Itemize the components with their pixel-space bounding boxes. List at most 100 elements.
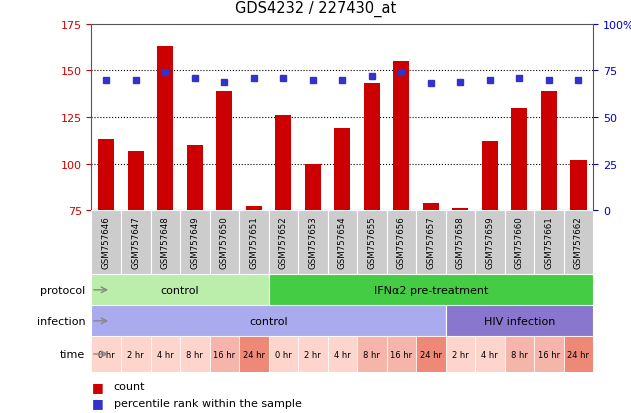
Text: GSM757652: GSM757652 <box>279 216 288 268</box>
Bar <box>445 306 593 337</box>
Bar <box>327 211 357 275</box>
Text: 2 hr: 2 hr <box>127 350 144 358</box>
Bar <box>245 207 262 211</box>
Bar <box>534 211 563 275</box>
Text: GSM757658: GSM757658 <box>456 216 465 268</box>
Text: 8 hr: 8 hr <box>186 350 203 358</box>
Bar <box>239 337 269 372</box>
Bar <box>387 337 416 372</box>
Text: ■: ■ <box>91 396 103 409</box>
Bar <box>180 211 209 275</box>
Bar <box>298 337 327 372</box>
Text: time: time <box>60 349 85 359</box>
Bar <box>541 92 557 211</box>
Text: HIV infection: HIV infection <box>484 316 555 326</box>
Bar <box>305 164 321 211</box>
Bar <box>416 337 445 372</box>
Text: percentile rank within the sample: percentile rank within the sample <box>114 398 302 408</box>
Bar <box>187 146 203 211</box>
Text: 16 hr: 16 hr <box>213 350 235 358</box>
Text: GSM757648: GSM757648 <box>161 216 170 268</box>
Text: control: control <box>161 285 199 295</box>
Text: 8 hr: 8 hr <box>511 350 528 358</box>
Bar <box>151 337 180 372</box>
Bar <box>475 211 505 275</box>
Bar <box>127 151 144 211</box>
Bar <box>327 337 357 372</box>
Bar <box>151 211 180 275</box>
Text: 0 hr: 0 hr <box>98 350 115 358</box>
Text: 24 hr: 24 hr <box>567 350 589 358</box>
Bar <box>445 211 475 275</box>
Text: control: control <box>249 316 288 326</box>
Bar <box>209 211 239 275</box>
Bar <box>269 337 298 372</box>
Bar <box>121 211 151 275</box>
Bar <box>275 116 292 211</box>
Text: GSM757655: GSM757655 <box>367 216 376 268</box>
Text: GSM757646: GSM757646 <box>102 216 111 268</box>
Bar <box>269 275 593 306</box>
Bar <box>534 337 563 372</box>
Bar <box>357 337 387 372</box>
Bar <box>445 337 475 372</box>
Bar <box>363 84 380 211</box>
Bar <box>481 142 498 211</box>
Text: 2 hr: 2 hr <box>304 350 321 358</box>
Bar <box>91 306 445 337</box>
Bar <box>563 211 593 275</box>
Bar <box>269 211 298 275</box>
Bar <box>157 47 174 211</box>
Text: 4 hr: 4 hr <box>481 350 498 358</box>
Bar <box>393 62 410 211</box>
Text: GSM757662: GSM757662 <box>574 216 583 268</box>
Text: ■: ■ <box>91 380 103 393</box>
Text: protocol: protocol <box>40 285 85 295</box>
Text: GSM757661: GSM757661 <box>545 216 553 268</box>
Bar <box>121 337 151 372</box>
Bar <box>505 337 534 372</box>
Text: 4 hr: 4 hr <box>157 350 174 358</box>
Text: GDS4232 / 227430_at: GDS4232 / 227430_at <box>235 0 396 17</box>
Text: GSM757654: GSM757654 <box>338 216 347 268</box>
Text: 16 hr: 16 hr <box>390 350 413 358</box>
Bar <box>357 211 387 275</box>
Bar <box>91 275 269 306</box>
Bar <box>387 211 416 275</box>
Bar <box>180 337 209 372</box>
Text: 0 hr: 0 hr <box>275 350 292 358</box>
Text: GSM757647: GSM757647 <box>131 216 140 268</box>
Text: GSM757656: GSM757656 <box>397 216 406 268</box>
Bar <box>570 161 586 211</box>
Bar <box>505 211 534 275</box>
Bar <box>423 203 439 211</box>
Bar <box>91 337 121 372</box>
Bar <box>334 129 350 211</box>
Text: infection: infection <box>37 316 85 326</box>
Bar <box>216 92 232 211</box>
Text: 24 hr: 24 hr <box>420 350 442 358</box>
Bar <box>98 140 114 211</box>
Text: 24 hr: 24 hr <box>243 350 265 358</box>
Bar <box>91 211 121 275</box>
Text: GSM757653: GSM757653 <box>309 216 317 268</box>
Text: GSM757659: GSM757659 <box>485 216 494 268</box>
Bar <box>475 337 505 372</box>
Bar <box>452 209 468 211</box>
Text: count: count <box>114 381 145 391</box>
Text: 4 hr: 4 hr <box>334 350 351 358</box>
Bar <box>209 337 239 372</box>
Text: GSM757649: GSM757649 <box>191 216 199 268</box>
Text: 16 hr: 16 hr <box>538 350 560 358</box>
Bar <box>511 109 528 211</box>
Text: GSM757650: GSM757650 <box>220 216 229 268</box>
Bar <box>298 211 327 275</box>
Text: IFNα2 pre-treatment: IFNα2 pre-treatment <box>374 285 488 295</box>
Text: GSM757651: GSM757651 <box>249 216 258 268</box>
Bar <box>563 337 593 372</box>
Text: 2 hr: 2 hr <box>452 350 469 358</box>
Bar <box>416 211 445 275</box>
Text: 8 hr: 8 hr <box>363 350 380 358</box>
Bar <box>239 211 269 275</box>
Text: GSM757660: GSM757660 <box>515 216 524 268</box>
